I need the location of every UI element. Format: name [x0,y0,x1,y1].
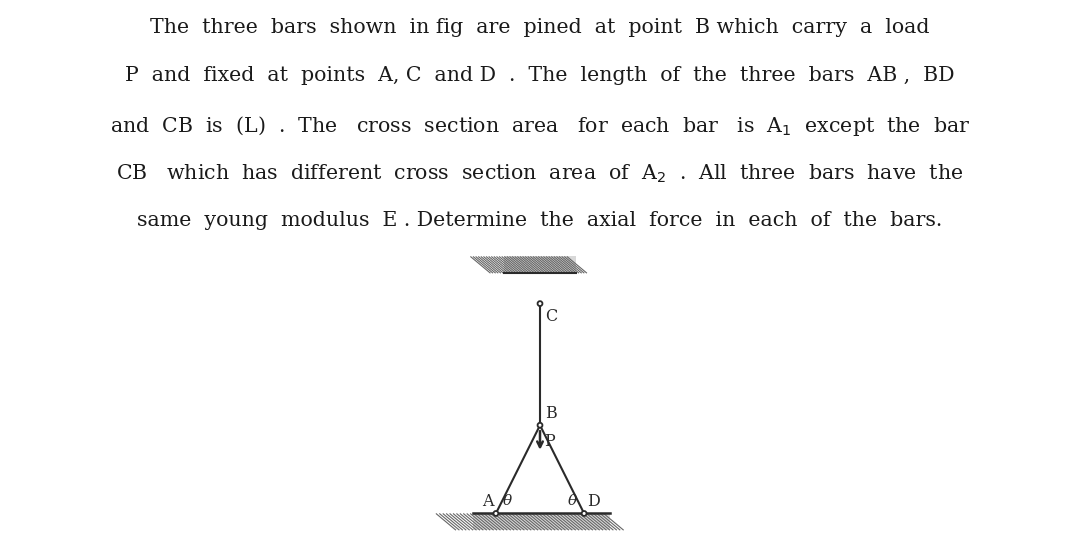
Bar [473,513,610,530]
Circle shape [538,301,542,306]
Text: P: P [543,434,554,451]
Circle shape [494,511,498,516]
Bar [503,257,577,273]
Text: CB   which  has  different  cross  section  area  of  A$_2$  .  All  three  bars: CB which has different cross section are… [117,163,963,185]
Text: The  three  bars  shown  in fig  are  pined  at  point  B which  carry  a  load: The three bars shown in fig are pined at… [150,18,930,37]
Text: and  CB  is  (L)  .  The   cross  section  area   for  each  bar   is  A$_1$  ex: and CB is (L) . The cross section area f… [110,114,970,138]
Text: A: A [482,493,494,510]
Circle shape [582,511,586,516]
Text: P  and  fixed  at  points  A, C  and D  .  The  length  of  the  three  bars  AB: P and fixed at points A, C and D . The l… [125,66,955,85]
Text: D: D [586,493,599,510]
Text: C: C [545,308,557,325]
Text: θ: θ [567,494,577,508]
Text: θ: θ [503,494,512,508]
Circle shape [538,423,542,427]
Text: B: B [545,405,557,421]
Text: same  young  modulus  E . Determine  the  axial  force  in  each  of  the  bars.: same young modulus E . Determine the axi… [137,211,943,229]
